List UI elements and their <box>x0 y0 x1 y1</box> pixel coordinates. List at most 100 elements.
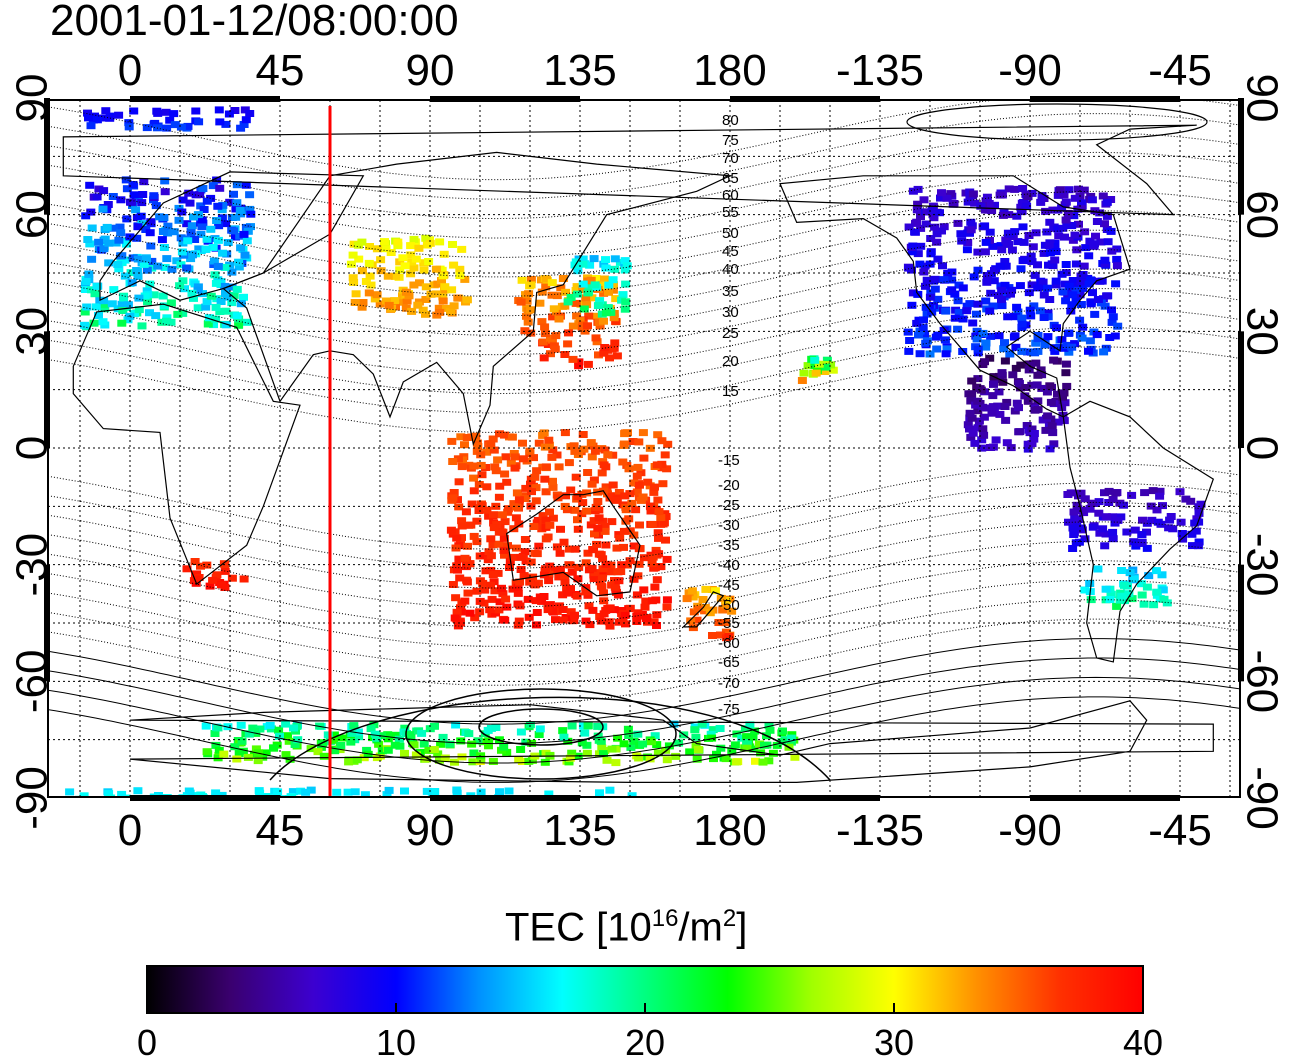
tec-cell <box>650 564 660 572</box>
tec-cell <box>999 345 1009 353</box>
tec-cell <box>1039 314 1049 321</box>
tec-cell <box>822 356 832 364</box>
tec-cell <box>489 446 499 454</box>
tec-cell <box>127 279 137 287</box>
tec-cell <box>235 206 245 214</box>
tec-cell <box>1031 359 1041 367</box>
tec-cell <box>466 792 476 797</box>
tec-cell <box>929 214 939 222</box>
tec-cell <box>438 293 448 301</box>
mlat-contour <box>48 307 1240 395</box>
tec-cell <box>453 566 462 574</box>
bottom-lon-label: -45 <box>1148 806 1212 855</box>
tec-cell <box>422 755 431 763</box>
tec-cell <box>218 201 228 209</box>
tec-cell <box>469 487 479 495</box>
tec-cell <box>622 262 632 270</box>
tec-cell <box>688 624 698 632</box>
tec-cell <box>457 245 467 253</box>
tec-cell <box>1068 236 1078 244</box>
tec-cell <box>1061 216 1071 224</box>
tec-cell <box>1125 569 1135 577</box>
tec-cell <box>578 499 588 507</box>
tec-cell <box>375 300 385 308</box>
tec-cell <box>610 339 620 347</box>
tec-cell <box>573 516 582 524</box>
tec-cell <box>1055 186 1065 194</box>
tec-cell <box>820 368 830 375</box>
tec-cell <box>1012 303 1022 311</box>
tec-cell <box>565 754 575 762</box>
tec-cell <box>116 229 126 237</box>
tec-cell <box>407 307 417 315</box>
tec-cell <box>1162 599 1172 607</box>
tec-cell <box>535 593 545 601</box>
mlat-label: -15 <box>718 452 740 469</box>
tec-cell <box>448 241 457 248</box>
tec-cell <box>570 506 580 514</box>
tec-cell <box>514 617 524 625</box>
tec-cell <box>1102 212 1112 220</box>
tec-cell <box>647 559 657 567</box>
tec-cell <box>649 488 659 496</box>
south-pole-contour-arc <box>269 696 831 781</box>
tec-cell <box>991 436 1001 444</box>
tec-cell <box>652 461 662 469</box>
tec-cell <box>1018 257 1028 265</box>
mlat-contour <box>48 638 1240 725</box>
tec-cell <box>377 747 387 755</box>
tec-cell <box>223 239 233 246</box>
mlat-label: -65 <box>718 654 740 671</box>
tec-cell <box>1070 340 1080 348</box>
tec-cell <box>137 322 147 330</box>
tec-cell <box>640 603 650 611</box>
tec-cell <box>472 517 482 525</box>
tec-cell <box>484 512 494 520</box>
tec-cell <box>69 797 78 804</box>
tec-cell <box>1178 535 1188 543</box>
tec-cell <box>718 606 728 614</box>
tec-cell <box>440 754 450 762</box>
tec-cell <box>462 296 472 304</box>
tec-cell <box>574 362 584 370</box>
tec-cell <box>995 262 1005 270</box>
mlat-label: -70 <box>718 675 740 692</box>
tec-cell <box>1079 262 1089 270</box>
tec-cell <box>234 321 244 329</box>
tec-cell <box>1011 343 1021 351</box>
tec-cell <box>1045 296 1055 303</box>
tec-cell <box>976 202 986 210</box>
tec-cell <box>957 230 967 238</box>
tec-cell <box>486 552 496 560</box>
tec-cell <box>435 238 445 246</box>
tec-cell <box>540 323 550 331</box>
tec-cell <box>592 540 602 548</box>
tec-cell <box>80 286 90 293</box>
tec-cell <box>499 534 509 542</box>
tec-cell <box>591 503 601 511</box>
tec-cell <box>938 262 947 270</box>
tec-cell <box>949 200 959 207</box>
tec-cell <box>941 350 951 358</box>
tec-cell <box>400 749 409 757</box>
tec-cell <box>950 290 960 298</box>
tec-cell <box>582 301 592 309</box>
tec-cell <box>101 107 111 115</box>
tec-cell <box>197 223 207 231</box>
tec-cell <box>507 433 517 441</box>
tec-cell <box>221 307 231 315</box>
tec-cell <box>530 473 540 481</box>
tec-cell <box>936 194 945 202</box>
tec-cell <box>751 757 760 765</box>
tec-cell <box>653 496 663 504</box>
tec-cell <box>635 545 645 553</box>
tec-cell <box>1111 280 1121 288</box>
tec-cell <box>1077 507 1087 514</box>
tec-cell <box>202 298 212 306</box>
tec-cell <box>662 596 672 604</box>
tec-cell <box>578 722 588 730</box>
tec-cell <box>236 124 246 132</box>
tec-cell <box>1069 508 1079 516</box>
tec-cell <box>1080 586 1090 594</box>
tec-cell <box>454 555 464 563</box>
